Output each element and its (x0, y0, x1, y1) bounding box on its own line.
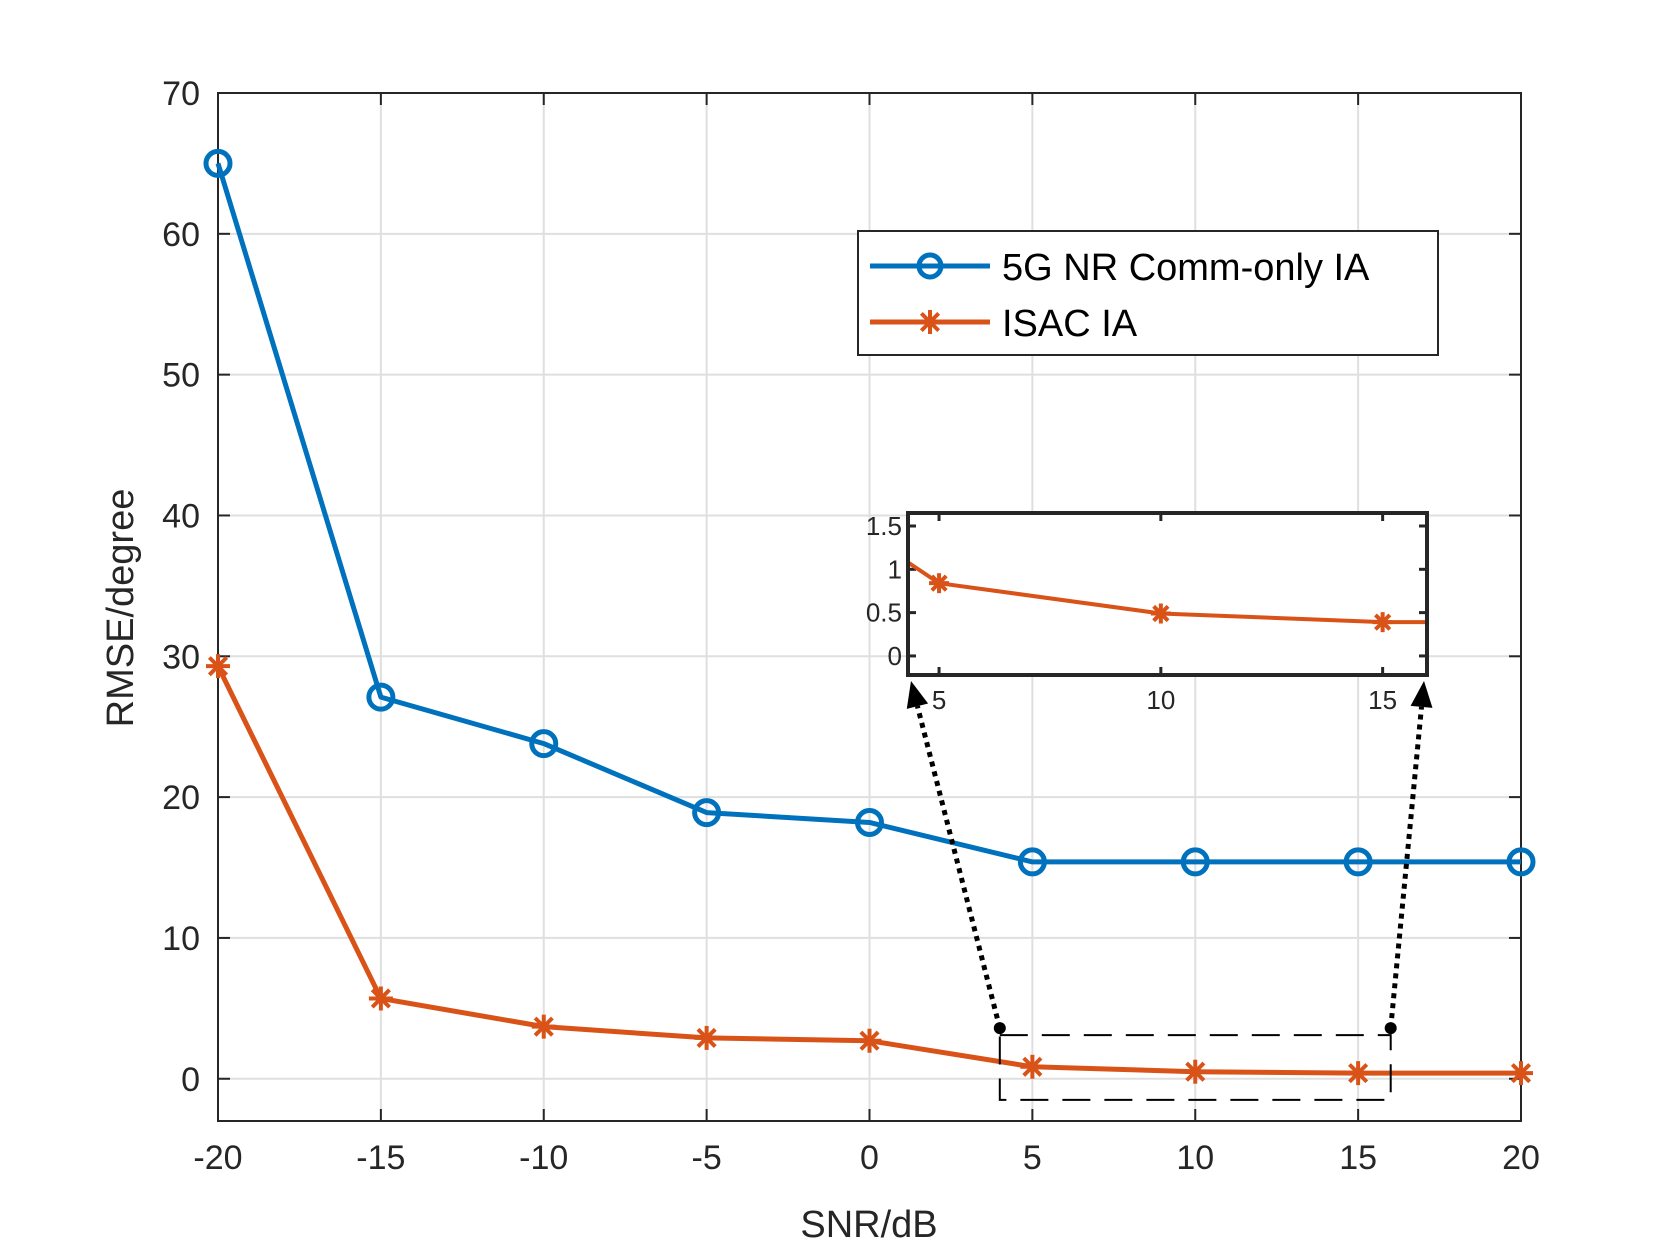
x-tick-label: 20 (1502, 1139, 1540, 1177)
series-line-5g-nr-comm-only-ia (215, 162, 1521, 865)
inset-x-tick-label: 10 (1146, 685, 1175, 715)
inset-plot: 5 10 15 0 0.5 1 1.5 (866, 511, 1429, 715)
inset-frame (906, 511, 1429, 677)
data-point-5g-nr-comm-only-ia (366, 682, 396, 712)
inset-data-point-isac-ia (1372, 612, 1393, 633)
inset-background (908, 513, 1427, 675)
x-tick-label: 15 (1339, 1139, 1377, 1177)
connector-arrow-right (1384, 681, 1433, 1035)
inset-data-point-isac-ia (929, 573, 950, 594)
data-point-isac-ia (694, 1025, 719, 1050)
y-tick-label: 70 (162, 75, 200, 113)
data-point-5g-nr-comm-only-ia (1343, 847, 1373, 877)
legend-marker-comm-only (916, 252, 944, 280)
x-tick-label: 0 (860, 1139, 879, 1177)
inset-x-tick-label: 15 (1368, 685, 1397, 715)
data-point-5g-nr-comm-only-ia (203, 148, 233, 178)
legend: 5G NR Comm-only IA ISAC IA (857, 230, 1439, 356)
data-point-isac-ia (857, 1028, 882, 1053)
x-tick-labels: -20 -15 -10 -5 0 5 10 15 20 (193, 1139, 1539, 1177)
legend-label-comm-only: 5G NR Comm-only IA (1002, 247, 1370, 289)
y-tick-label: 10 (162, 920, 200, 958)
inset-y-tick-label: 0.5 (866, 598, 902, 628)
y-tick-label: 50 (162, 357, 200, 395)
zoom-connectors (906, 681, 1433, 1035)
y-axis-title: RMSE/degree (100, 489, 142, 728)
inset-data-point-isac-ia (1150, 603, 1171, 624)
y-tick-label: 30 (162, 638, 200, 676)
legend-asterisk (918, 310, 942, 334)
inset-y-tick-label: 0 (888, 641, 902, 671)
data-point-isac-ia (368, 986, 393, 1011)
x-tick-label: -15 (356, 1139, 405, 1177)
inset-y-tick-label: 1.5 (866, 511, 902, 541)
inset-tick-labels: 5 10 15 0 0.5 1 1.5 (866, 511, 1397, 715)
connector-arrow-left (906, 681, 1006, 1035)
legend-box (857, 230, 1439, 356)
data-point-isac-ia (206, 654, 230, 679)
x-tick-label: 5 (1023, 1139, 1042, 1177)
x-tick-label: 10 (1176, 1139, 1214, 1177)
data-point-5g-nr-comm-only-ia (1506, 847, 1536, 877)
x-tick-label: -10 (519, 1139, 568, 1177)
data-point-5g-nr-comm-only-ia (692, 798, 722, 828)
inset-y-tick-label: 1 (888, 554, 902, 584)
x-tick-label: -20 (193, 1139, 242, 1177)
y-tick-labels: 0 10 20 30 40 50 60 70 (162, 75, 200, 1099)
series-layer (203, 148, 1536, 1086)
data-point-5g-nr-comm-only-ia (529, 729, 559, 759)
y-tick-label: 0 (181, 1061, 200, 1099)
data-point-isac-ia (1509, 1061, 1533, 1086)
data-point-isac-ia (1183, 1059, 1208, 1084)
data-point-5g-nr-comm-only-ia (1017, 847, 1047, 877)
data-point-5g-nr-comm-only-ia (1180, 847, 1210, 877)
data-point-isac-ia (1020, 1054, 1045, 1079)
y-tick-label: 20 (162, 779, 200, 817)
x-tick-label: -5 (692, 1139, 722, 1177)
y-tick-label: 40 (162, 497, 200, 535)
y-tick-label: 60 (162, 216, 200, 254)
legend-label-isac: ISAC IA (1002, 303, 1138, 345)
data-point-isac-ia (531, 1014, 556, 1039)
legend-marker-isac (918, 310, 942, 334)
plot-frame (217, 92, 1522, 1122)
inset-series (906, 560, 1427, 633)
data-point-isac-ia (1346, 1061, 1371, 1086)
data-point-5g-nr-comm-only-ia (855, 807, 884, 837)
inset-x-tick-label: 5 (932, 685, 946, 715)
x-axis-title: SNR/dB (800, 1204, 937, 1246)
zoom-region-box (998, 1034, 1392, 1101)
